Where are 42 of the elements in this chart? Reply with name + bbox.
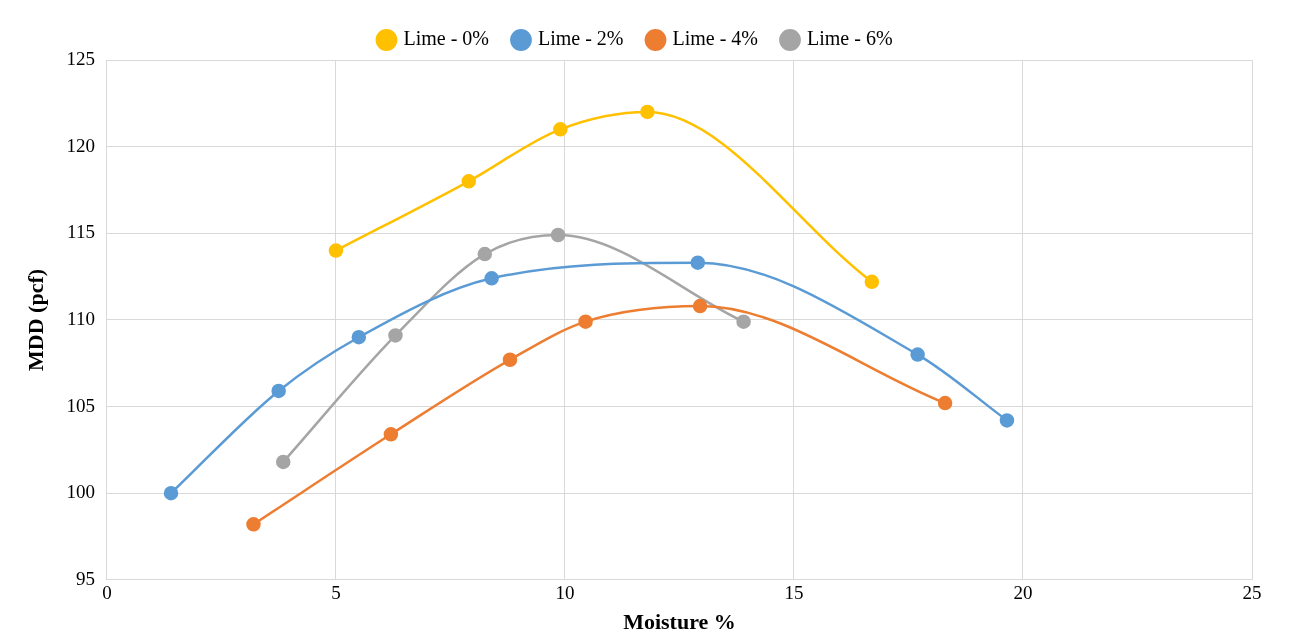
x-tick-label: 25 — [1242, 582, 1262, 604]
y-tick-label: 100 — [66, 481, 95, 503]
point — [692, 298, 708, 314]
point — [736, 314, 751, 329]
y-tick-label: 115 — [67, 221, 95, 243]
point — [578, 314, 593, 329]
point — [276, 454, 291, 470]
point — [690, 255, 706, 270]
point — [461, 174, 476, 189]
legend-label: Lime - 0% — [403, 27, 489, 50]
x-tick-label: 10 — [555, 582, 575, 604]
x-tick-label: 0 — [102, 582, 112, 604]
y-tick-label: 95 — [75, 567, 95, 589]
y-tick-label: 110 — [67, 307, 95, 329]
point — [999, 413, 1015, 428]
y-tick-label: 105 — [66, 394, 95, 416]
legend-label: Lime - 6% — [807, 27, 893, 50]
x-axis-title: Moisture % — [623, 609, 736, 635]
y-axis-title: MDD (pcf) — [22, 268, 48, 371]
point — [910, 347, 925, 362]
point — [163, 485, 179, 501]
x-tick-label: 20 — [1013, 582, 1033, 604]
x-tick-label: 15 — [784, 582, 804, 604]
point — [351, 329, 367, 345]
y-tick-label: 120 — [66, 134, 95, 156]
y-tick-label: 125 — [66, 47, 95, 69]
point — [388, 328, 403, 343]
point — [553, 122, 568, 137]
legend-label: Lime - 2% — [537, 27, 624, 50]
point — [271, 383, 286, 399]
legend-label: Lime - 4% — [672, 27, 759, 50]
point — [640, 104, 655, 120]
point — [477, 246, 493, 262]
point — [864, 274, 880, 290]
point — [246, 517, 261, 532]
point — [328, 243, 344, 258]
point — [484, 271, 499, 286]
point — [937, 395, 953, 411]
point — [383, 427, 399, 442]
point — [550, 227, 566, 243]
point — [502, 352, 518, 367]
x-tick-label: 5 — [331, 582, 341, 604]
